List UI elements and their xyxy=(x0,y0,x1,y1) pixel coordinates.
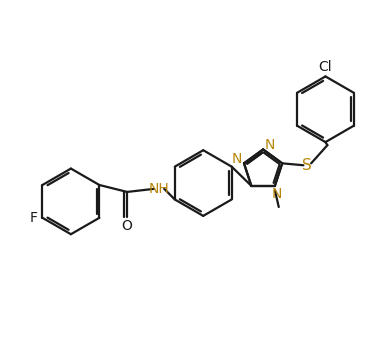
Text: Cl: Cl xyxy=(319,60,332,74)
Text: N: N xyxy=(232,152,242,166)
Text: S: S xyxy=(302,158,312,173)
Text: F: F xyxy=(30,211,38,225)
Text: NH: NH xyxy=(149,182,169,196)
Text: O: O xyxy=(122,219,133,233)
Text: N: N xyxy=(265,138,275,152)
Text: N: N xyxy=(272,187,282,201)
